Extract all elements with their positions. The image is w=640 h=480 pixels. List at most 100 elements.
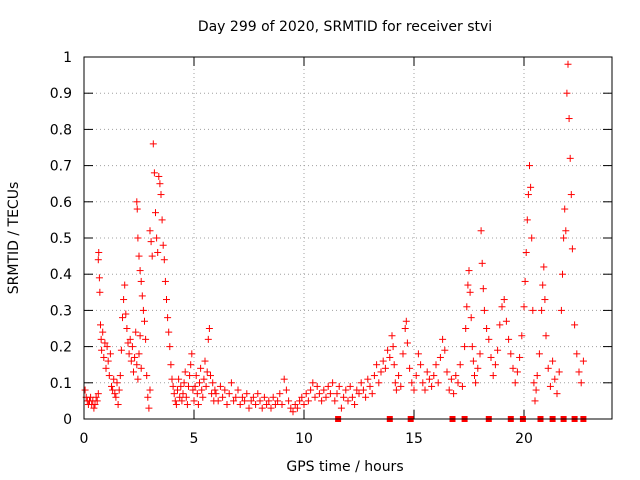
data-point [368, 390, 376, 398]
data-point [452, 372, 460, 380]
data-point [265, 397, 273, 405]
data-point [92, 393, 100, 401]
data-point [211, 386, 219, 394]
data-point [516, 353, 524, 361]
data-point [313, 382, 321, 390]
data-point [212, 390, 220, 398]
data-point [188, 350, 196, 358]
data-point [152, 209, 159, 217]
data-point [164, 314, 172, 322]
data-point [128, 343, 136, 351]
data-point [573, 350, 581, 358]
data-point [203, 368, 211, 376]
data-point [183, 401, 191, 409]
data-point [137, 277, 145, 285]
data-point [377, 368, 385, 376]
data-point [406, 364, 414, 372]
x-tick-label: 0 [80, 431, 89, 447]
data-point [101, 339, 109, 347]
data-point [348, 393, 356, 401]
data-point [291, 401, 299, 409]
data-point [201, 357, 209, 365]
data-point [145, 404, 153, 412]
data-point [463, 303, 471, 311]
data-point [471, 372, 478, 380]
data-point [553, 390, 561, 398]
data-point [575, 368, 583, 376]
data-point [428, 382, 436, 390]
data-point [402, 317, 410, 325]
chart-title: Day 299 of 2020, SRMTID for receiver stv… [198, 19, 492, 35]
data-point [175, 375, 183, 383]
data-point [479, 285, 487, 293]
data-point [432, 361, 440, 369]
data-point [326, 390, 334, 398]
data-point [127, 357, 135, 365]
data-point [105, 372, 113, 380]
data-point [478, 259, 486, 267]
data-point [149, 140, 157, 148]
data-point [474, 364, 482, 372]
data-point [260, 393, 268, 401]
x-axis-title: GPS time / hours [286, 459, 403, 475]
data-point [480, 306, 488, 314]
data-point [171, 397, 179, 405]
data-point [445, 386, 453, 394]
data-point [189, 386, 197, 394]
data-point [134, 234, 142, 242]
data-point [97, 335, 105, 343]
data-point [523, 216, 531, 224]
data-point [197, 364, 205, 372]
data-point [137, 364, 145, 372]
y-tick-label: 0.2 [50, 340, 72, 356]
data-point [302, 390, 310, 398]
data-point [95, 248, 103, 256]
data-point [247, 397, 255, 405]
data-point [148, 252, 156, 260]
data-point [502, 317, 510, 325]
data-point [388, 332, 396, 340]
data-point [263, 401, 271, 409]
data-point [540, 263, 548, 271]
data-point [98, 346, 106, 354]
data-point [136, 267, 144, 275]
data-point [333, 390, 341, 398]
data-point [375, 379, 383, 387]
data-point [256, 397, 264, 405]
data-point [191, 382, 199, 390]
data-point [441, 346, 449, 354]
data-point [466, 288, 474, 296]
data-point [103, 343, 111, 351]
data-point [315, 390, 323, 398]
data-point [280, 375, 288, 383]
data-point [157, 191, 165, 199]
data-point [477, 227, 485, 235]
data-point [351, 401, 359, 409]
data-point [489, 372, 497, 380]
data-point [549, 357, 557, 365]
data-point [91, 401, 99, 409]
data-point [500, 296, 508, 304]
data-point [567, 191, 575, 199]
data-point [131, 353, 139, 361]
data-point [136, 332, 144, 340]
x-tick-label: 5 [190, 431, 199, 447]
data-point [335, 382, 343, 390]
data-point [230, 397, 238, 405]
data-point [124, 339, 132, 347]
data-point [555, 368, 563, 376]
data-point [544, 364, 552, 372]
data-point [241, 397, 249, 405]
data-point [324, 382, 332, 390]
data-point [521, 277, 529, 285]
data-point [182, 393, 190, 401]
data-point [142, 335, 150, 343]
data-point [287, 404, 295, 412]
data-point [439, 335, 447, 343]
data-point [194, 401, 202, 409]
data-point [166, 343, 174, 351]
data-point [216, 382, 224, 390]
data-point [258, 404, 266, 412]
data-point [199, 393, 207, 401]
